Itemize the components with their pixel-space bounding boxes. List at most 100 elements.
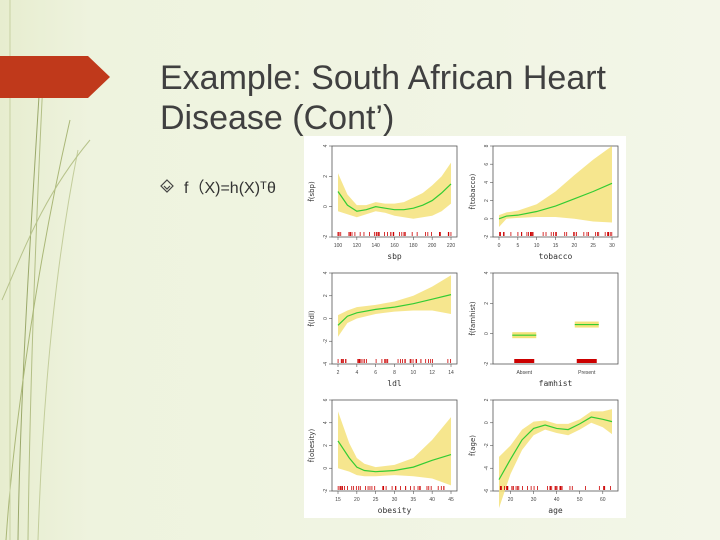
x-tick-label: 12: [429, 370, 435, 376]
plot-frame: [492, 272, 619, 365]
confidence-band: [499, 146, 612, 227]
y-tick-label: 0: [323, 205, 329, 208]
x-axis-label: ldl: [387, 379, 402, 388]
x-tick-label: 14: [448, 370, 454, 376]
fit-curve: [498, 416, 613, 480]
confidence-band: [338, 275, 451, 337]
y-axis-label: f̂(obesity): [308, 429, 316, 463]
diamond-arrow-icon: [160, 179, 174, 193]
x-tick-label: 60: [600, 497, 606, 503]
y-tick-label: 6: [484, 163, 490, 166]
y-tick-label: 4: [484, 271, 490, 274]
x-tick-label: 45: [448, 497, 454, 503]
x-tick-label: 15: [335, 497, 341, 503]
chart-panel-1: -2 0 2 4 6 8 f̂(tobacco) tobacco 0 5 10 15 20 25 30: [469, 144, 619, 261]
x-axis-label: age: [548, 506, 563, 515]
rug-block: [576, 359, 597, 363]
x-tick-label: 25: [373, 497, 379, 503]
x-axis-label: sbp: [387, 252, 402, 261]
y-tick-label: 0: [484, 217, 490, 220]
x-tick-label: 2: [337, 370, 340, 376]
title-line-1: Example: South African Heart: [160, 59, 607, 97]
confidence-band: [499, 409, 612, 509]
bullet-item: f（X)=h(X)ᵀθ: [160, 174, 276, 198]
y-tick-label: 2: [323, 175, 329, 178]
y-tick-label: -2: [323, 235, 329, 240]
chart-panel-5: -6 -4 -2 0 2 f̂(age) age 20 30 40 50 60: [469, 398, 619, 515]
x-tick-label: 30: [609, 243, 615, 249]
x-tick-label: 200: [428, 243, 437, 249]
x-axis-label: tobacco: [539, 252, 573, 261]
chart-panel-3: -2 0 2 4 f̂(famhist) famhist Absent Present: [469, 271, 619, 388]
bullet-text: f（X)=h(X)ᵀθ: [184, 180, 276, 197]
y-tick-label: 2: [323, 444, 329, 447]
y-tick-label: 4: [484, 181, 490, 184]
chart-panel-2: -4 -2 0 2 4 f̂(ldl) ldl 2 4 6 8 10 12 14: [308, 271, 458, 388]
x-tick-label: 10: [534, 243, 540, 249]
x-tick-label: Absent: [516, 370, 532, 376]
rug-block: [514, 359, 535, 363]
y-tick-label: 4: [323, 144, 329, 147]
y-axis-label: f̂(tobacco): [469, 173, 477, 209]
y-tick-label: -4: [484, 466, 490, 471]
x-tick-label: 8: [393, 370, 396, 376]
x-tick-label: 20: [508, 497, 514, 503]
x-tick-label: 50: [577, 497, 583, 503]
x-tick-label: 4: [355, 370, 358, 376]
y-tick-label: 0: [323, 467, 329, 470]
gam-figure: -2 0 2 4 f̂(sbp) sbp 100 120 140 160 180 200 220 -2 0 2…: [304, 136, 626, 518]
x-tick-label: 20: [354, 497, 360, 503]
y-axis-label: f̂(sbp): [308, 181, 316, 202]
y-tick-label: 2: [484, 199, 490, 202]
fit-curve: [498, 182, 613, 220]
fit-curve: [337, 183, 452, 212]
confidence-band: [338, 411, 451, 486]
y-tick-label: 0: [484, 332, 490, 335]
x-tick-label: 40: [429, 497, 435, 503]
x-axis-label: obesity: [378, 506, 412, 515]
x-tick-label: 35: [411, 497, 417, 503]
x-tick-label: 140: [371, 243, 380, 249]
y-tick-label: 4: [323, 421, 329, 424]
y-tick-label: 8: [484, 144, 490, 147]
y-tick-label: 0: [484, 421, 490, 424]
y-tick-label: -6: [484, 489, 490, 494]
fit-curve: [337, 440, 452, 473]
x-tick-label: 30: [531, 497, 537, 503]
x-tick-label: 10: [411, 370, 417, 376]
x-tick-label: 0: [498, 243, 501, 249]
x-tick-label: 5: [516, 243, 519, 249]
x-tick-label: 180: [409, 243, 418, 249]
y-axis-label: f̂(age): [469, 435, 477, 456]
y-tick-label: 2: [323, 294, 329, 297]
x-tick-label: 120: [353, 243, 362, 249]
y-tick-label: 2: [484, 302, 490, 305]
y-tick-label: 6: [323, 398, 329, 401]
x-tick-label: 160: [390, 243, 399, 249]
x-tick-label: 20: [572, 243, 578, 249]
accent-tab: [0, 56, 110, 98]
y-tick-label: 2: [484, 398, 490, 401]
y-tick-label: -2: [323, 489, 329, 494]
title-line-2: Disease (Cont’): [160, 99, 395, 137]
y-tick-label: 0: [323, 317, 329, 320]
x-tick-label: 6: [374, 370, 377, 376]
y-axis-label: f̂(famhist): [469, 301, 477, 336]
x-tick-label: 15: [553, 243, 559, 249]
y-tick-label: -2: [484, 443, 490, 448]
chart-panel-0: -2 0 2 4 f̂(sbp) sbp 100 120 140 160 180 200 220: [308, 144, 458, 261]
x-tick-label: 220: [447, 243, 456, 249]
x-tick-label: 100: [334, 243, 343, 249]
fit-curve: [337, 294, 452, 326]
y-tick-label: -4: [323, 362, 329, 367]
y-axis-label: f̂(ldl): [308, 310, 316, 327]
x-tick-label: 40: [554, 497, 560, 503]
y-tick-label: -2: [323, 339, 329, 344]
y-tick-label: -2: [484, 235, 490, 240]
y-tick-label: -2: [484, 362, 490, 367]
x-tick-label: 25: [590, 243, 596, 249]
chart-panel-4: -2 0 2 4 6 f̂(obesity) obesity 15 20 25 30 35 40 45: [308, 398, 458, 515]
y-tick-label: 4: [323, 271, 329, 274]
